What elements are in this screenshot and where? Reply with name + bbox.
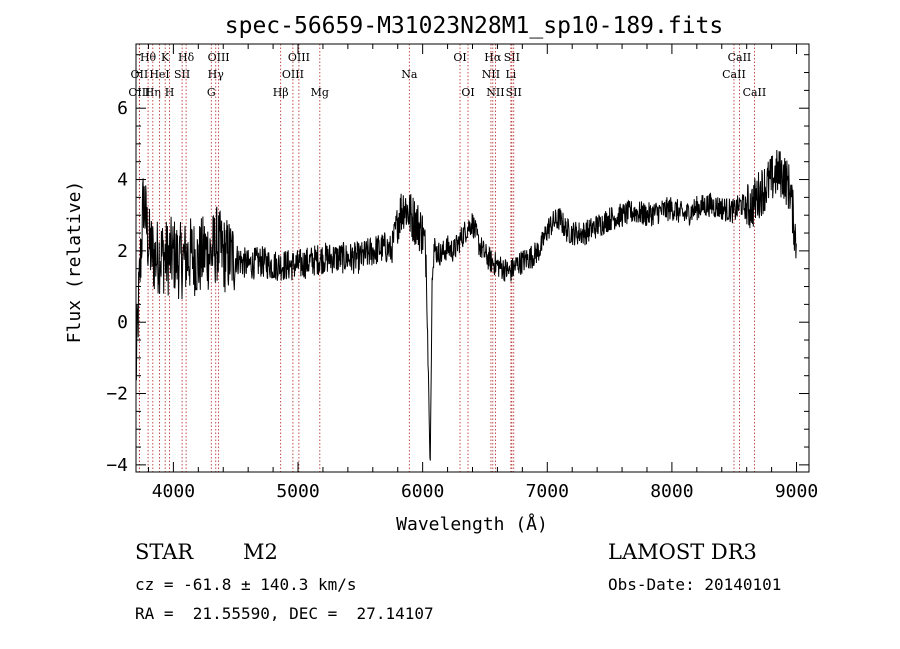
line-label-6: H xyxy=(165,86,175,99)
redshift-velocity: cz = -61.8 ± 140.3 km/s xyxy=(135,575,357,594)
line-label-4: HeI xyxy=(149,68,169,81)
line-label-11: Hγ xyxy=(208,68,225,81)
y-tick-label-2: 0 xyxy=(117,312,128,333)
x-tick-label-2: 6000 xyxy=(401,481,444,502)
x-tick-label-4: 8000 xyxy=(650,481,693,502)
y-tick-label-0: −4 xyxy=(106,455,128,476)
line-label-0: Hθ xyxy=(140,51,157,64)
x-tick-label-1: 5000 xyxy=(276,481,319,502)
survey-name: LAMOST DR3 xyxy=(608,540,757,564)
line-label-5: K xyxy=(161,51,170,64)
x-axis-label: Wavelength (Å) xyxy=(396,513,548,535)
line-label-18: OI xyxy=(461,86,474,99)
line-label-12: Hβ xyxy=(273,86,289,99)
y-tick-label-3: 2 xyxy=(117,241,128,262)
line-label-22: SII xyxy=(504,51,520,64)
line-label-26: CaII xyxy=(722,68,746,81)
chart-title: spec-56659-M31023N28M1_sp10-189.fits xyxy=(225,13,724,39)
line-label-7: SII xyxy=(174,68,190,81)
y-tick-label-5: 6 xyxy=(117,98,128,119)
y-axis-label: Flux (relative) xyxy=(64,181,85,344)
x-tick-label-5: 9000 xyxy=(775,481,818,502)
y-tick-label-1: −2 xyxy=(106,384,128,405)
object-class: STAR xyxy=(135,540,194,564)
line-label-13: OIII xyxy=(288,51,310,64)
spectrum-trace xyxy=(135,149,797,461)
line-label-20: NII xyxy=(482,68,500,81)
line-label-23: Li xyxy=(505,68,516,81)
line-label-19: Hα xyxy=(484,51,502,64)
line-label-14: OIII xyxy=(282,68,304,81)
line-label-10: OIII xyxy=(208,51,230,64)
line-label-2: OIII xyxy=(128,86,150,99)
axis-ticks: 4000 5000 6000 7000 8000 9000 −4 −2 0 2 4 6 xyxy=(106,44,818,502)
line-label-25: CaII xyxy=(728,51,752,64)
observation-date: Obs-Date: 20140101 xyxy=(608,575,782,594)
line-label-8: Hδ xyxy=(178,51,195,64)
line-label-9: G xyxy=(207,86,216,99)
y-tick-label-4: 4 xyxy=(117,170,128,191)
line-label-1: OII xyxy=(131,68,149,81)
coordinates: RA = 21.55590, DEC = 27.14107 xyxy=(135,604,434,623)
line-label-24: SII xyxy=(506,86,522,99)
object-subclass: M2 xyxy=(243,540,278,564)
line-label-15: Mg xyxy=(311,86,329,99)
x-tick-label-0: 4000 xyxy=(152,481,195,502)
line-label-16: Na xyxy=(401,68,418,81)
x-tick-label-3: 7000 xyxy=(526,481,569,502)
line-label-27: CaII xyxy=(743,86,767,99)
spectrum-line xyxy=(135,149,797,461)
line-label-21: NII xyxy=(486,86,504,99)
line-label-3: Hη xyxy=(145,86,161,99)
line-label-17: OI xyxy=(453,51,466,64)
